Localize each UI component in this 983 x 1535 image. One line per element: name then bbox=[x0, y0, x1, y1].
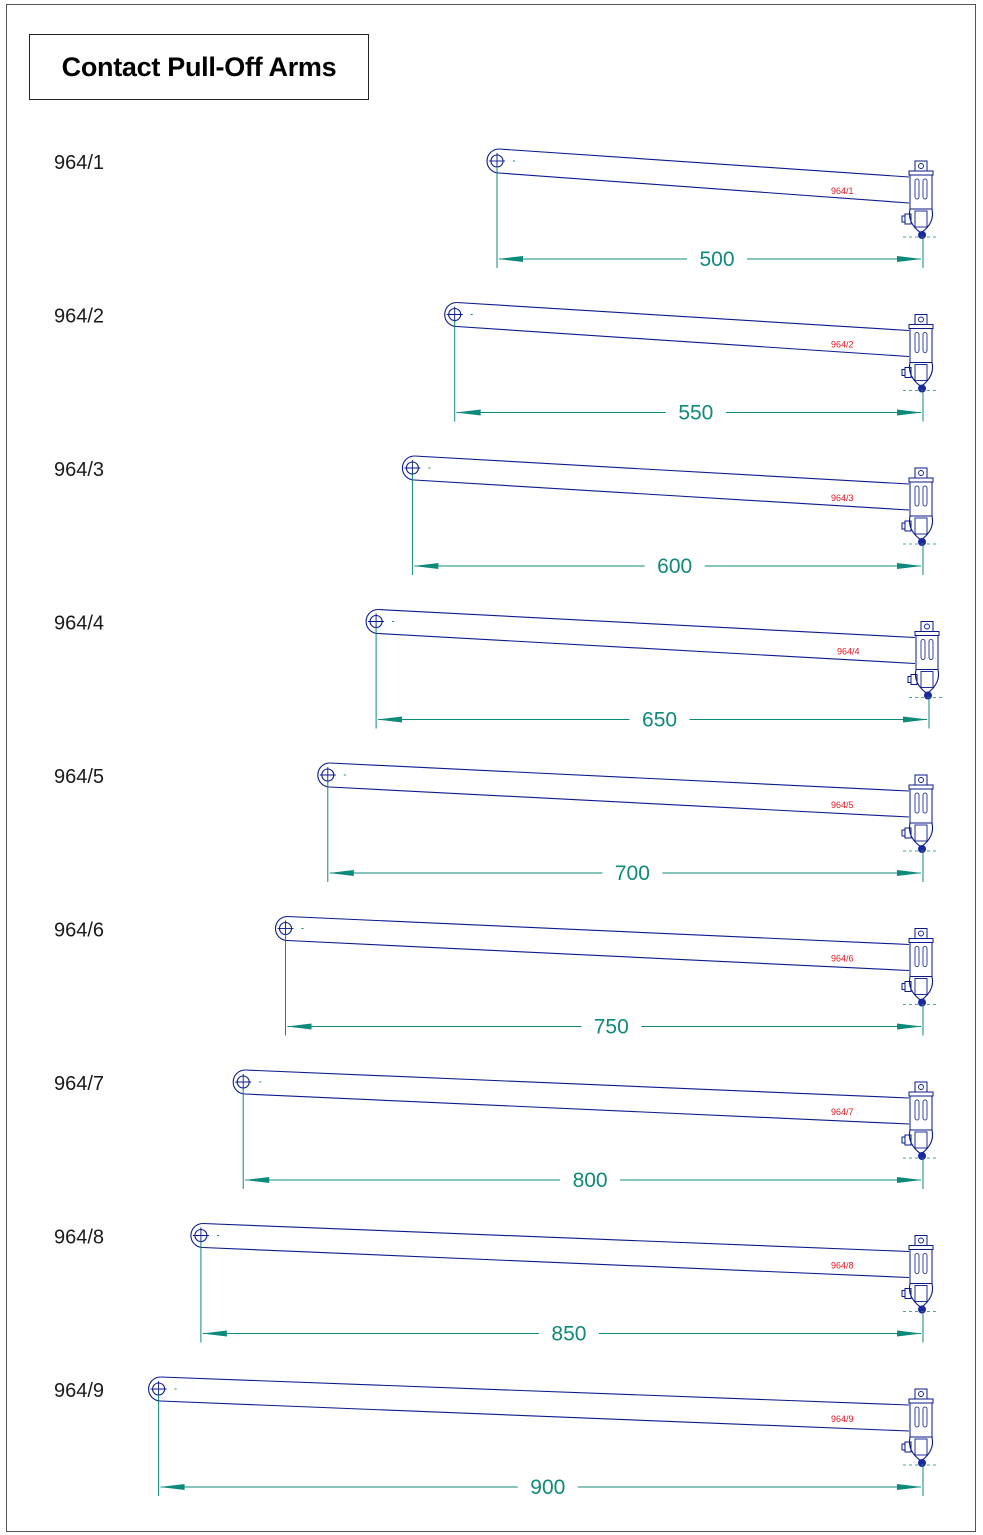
arm-bottom-edge bbox=[414, 479, 910, 511]
contact-clamp-icon bbox=[901, 467, 939, 546]
arm-code-label: 964/6 bbox=[54, 920, 104, 942]
arm-top-edge bbox=[498, 148, 910, 178]
length-dimension: 700 bbox=[327, 781, 924, 885]
length-value: 550 bbox=[678, 402, 713, 425]
length-dimension: 850 bbox=[200, 1241, 924, 1346]
page-title: Contact Pull-Off Arms bbox=[61, 51, 337, 82]
arm-9: 964/9 964/9 900 bbox=[54, 1376, 939, 1499]
arm-8: 964/8 964/8 850 bbox=[54, 1222, 939, 1346]
arm-part-label: 964/6 bbox=[831, 954, 854, 964]
arm-top-edge bbox=[202, 1222, 910, 1253]
pivot-hole-icon bbox=[446, 306, 473, 323]
pivot-hole-icon bbox=[404, 460, 431, 476]
sheet-frame bbox=[6, 4, 976, 1532]
arm-code-label: 964/4 bbox=[54, 613, 104, 635]
arm-bottom-edge bbox=[498, 172, 910, 204]
length-value: 800 bbox=[573, 1169, 608, 1192]
length-value: 500 bbox=[699, 248, 734, 271]
pivot-hole-icon bbox=[368, 613, 395, 630]
length-value: 650 bbox=[642, 709, 677, 732]
arm-4: 964/4 964/4 650 bbox=[54, 608, 945, 732]
contact-clamp-icon bbox=[901, 928, 939, 1007]
arm-part-label: 964/3 bbox=[831, 493, 854, 503]
arm-part-label: 964/7 bbox=[831, 1107, 854, 1117]
arm-end-arc bbox=[365, 608, 379, 635]
arm-2: 964/2 964/2 550 bbox=[54, 301, 939, 425]
pivot-hole-icon bbox=[277, 920, 304, 937]
title-box: Contact Pull-Off Arms bbox=[29, 34, 369, 100]
arm-top-edge bbox=[329, 762, 910, 792]
arm-end-arc bbox=[190, 1222, 203, 1249]
arm-bottom-edge bbox=[287, 939, 910, 972]
arm-end-arc bbox=[317, 762, 330, 788]
arm-3: 964/3 964/3 600 bbox=[54, 455, 939, 578]
length-dimension: 750 bbox=[285, 934, 924, 1039]
pivot-hole-icon bbox=[319, 767, 346, 783]
arm-top-edge bbox=[245, 1069, 910, 1099]
arm-code-label: 964/7 bbox=[54, 1073, 104, 1095]
length-dimension: 650 bbox=[375, 627, 930, 732]
length-value: 850 bbox=[551, 1323, 586, 1346]
arm-bottom-edge bbox=[456, 325, 910, 358]
contact-clamp-icon bbox=[901, 160, 939, 239]
arm-1: 964/1 964/1 500 bbox=[54, 148, 939, 271]
arm-7: 964/7 964/7 800 bbox=[54, 1069, 939, 1192]
length-value: 900 bbox=[530, 1476, 565, 1499]
pivot-hole-icon bbox=[192, 1227, 219, 1244]
arm-code-label: 964/9 bbox=[54, 1380, 104, 1402]
arm-part-label: 964/1 bbox=[831, 186, 854, 196]
arm-part-label: 964/5 bbox=[831, 800, 854, 810]
arm-end-arc bbox=[274, 915, 288, 942]
arm-bottom-edge bbox=[329, 786, 910, 818]
arm-top-edge bbox=[160, 1376, 910, 1406]
pivot-hole-icon bbox=[235, 1074, 262, 1090]
arm-bottom-edge bbox=[378, 632, 916, 665]
contact-clamp-icon bbox=[901, 774, 939, 853]
pivot-hole-icon bbox=[489, 153, 515, 169]
length-dimension: 600 bbox=[411, 474, 924, 578]
arm-part-label: 964/4 bbox=[837, 647, 860, 657]
arm-end-arc bbox=[486, 148, 500, 174]
arm-bottom-edge bbox=[245, 1093, 910, 1125]
arm-code-label: 964/1 bbox=[54, 152, 104, 174]
arm-end-arc bbox=[148, 1376, 161, 1402]
arm-code-label: 964/8 bbox=[54, 1227, 104, 1249]
arm-code-label: 964/2 bbox=[54, 306, 104, 328]
arm-top-edge bbox=[378, 608, 916, 639]
length-dimension: 550 bbox=[454, 320, 924, 425]
arm-top-edge bbox=[414, 455, 910, 485]
arm-bottom-edge bbox=[202, 1246, 910, 1279]
arm-end-arc bbox=[232, 1069, 246, 1095]
contact-clamp-icon bbox=[907, 621, 945, 700]
length-dimension: 900 bbox=[158, 1395, 924, 1499]
arm-part-label: 964/2 bbox=[831, 340, 854, 350]
length-value: 600 bbox=[657, 555, 692, 578]
arm-part-label: 964/8 bbox=[831, 1261, 854, 1271]
contact-clamp-icon bbox=[901, 1081, 939, 1160]
arm-end-arc bbox=[444, 301, 457, 328]
arm-top-edge bbox=[287, 915, 910, 946]
length-value: 750 bbox=[594, 1016, 629, 1039]
arm-end-arc bbox=[401, 455, 415, 481]
arm-bottom-edge bbox=[160, 1400, 910, 1432]
contact-clamp-icon bbox=[901, 1235, 939, 1314]
arm-code-label: 964/5 bbox=[54, 766, 104, 788]
pivot-hole-icon bbox=[150, 1381, 177, 1397]
arm-top-edge bbox=[456, 301, 910, 332]
arm-6: 964/6 964/6 750 bbox=[54, 915, 939, 1039]
contact-clamp-icon bbox=[901, 1388, 939, 1467]
arm-code-label: 964/3 bbox=[54, 459, 104, 481]
contact-clamp-icon bbox=[901, 314, 939, 393]
arm-5: 964/5 964/5 700 bbox=[54, 762, 939, 885]
length-dimension: 500 bbox=[496, 167, 924, 271]
arm-part-label: 964/9 bbox=[831, 1414, 854, 1424]
length-dimension: 800 bbox=[242, 1088, 924, 1192]
length-value: 700 bbox=[615, 862, 650, 885]
